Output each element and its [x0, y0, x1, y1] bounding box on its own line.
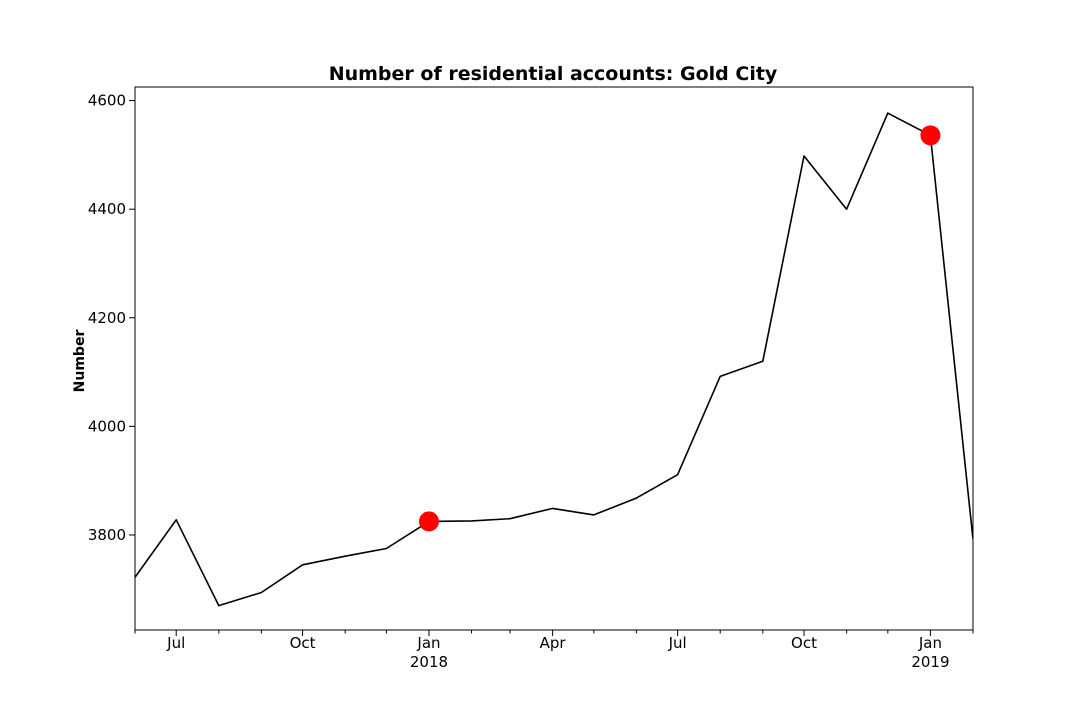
x-tick-year-label: 2019: [911, 653, 949, 671]
plot-area: [135, 112, 973, 607]
x-tick-label: Jul: [668, 634, 687, 652]
x-tick-label: Jan: [416, 634, 440, 652]
chart-title: Number of residential accounts: Gold Cit…: [329, 63, 778, 85]
x-tick-label: Oct: [290, 634, 316, 652]
y-tick-label: 4600: [88, 92, 126, 110]
y-axis-label: Number: [72, 330, 88, 393]
y-tick-label: 4400: [88, 200, 126, 218]
x-tick-label: Jan: [918, 634, 942, 652]
highlight-marker: [920, 125, 941, 146]
x-tick-label: Apr: [540, 634, 567, 652]
x-tick-label: Oct: [791, 634, 817, 652]
y-tick-label: 4200: [88, 309, 126, 327]
y-axis: 3800 4000 4200 4400 4600: [88, 92, 135, 544]
x-tick-year-label: 2018: [410, 653, 448, 671]
x-tick-label: Jul: [166, 634, 185, 652]
highlight-marker: [418, 511, 439, 532]
plot-content: [135, 112, 973, 607]
y-tick-label: 4000: [88, 417, 126, 435]
series-line: [135, 112, 973, 607]
y-tick-label: 3800: [88, 526, 126, 544]
plot-frame: [134, 86, 974, 631]
